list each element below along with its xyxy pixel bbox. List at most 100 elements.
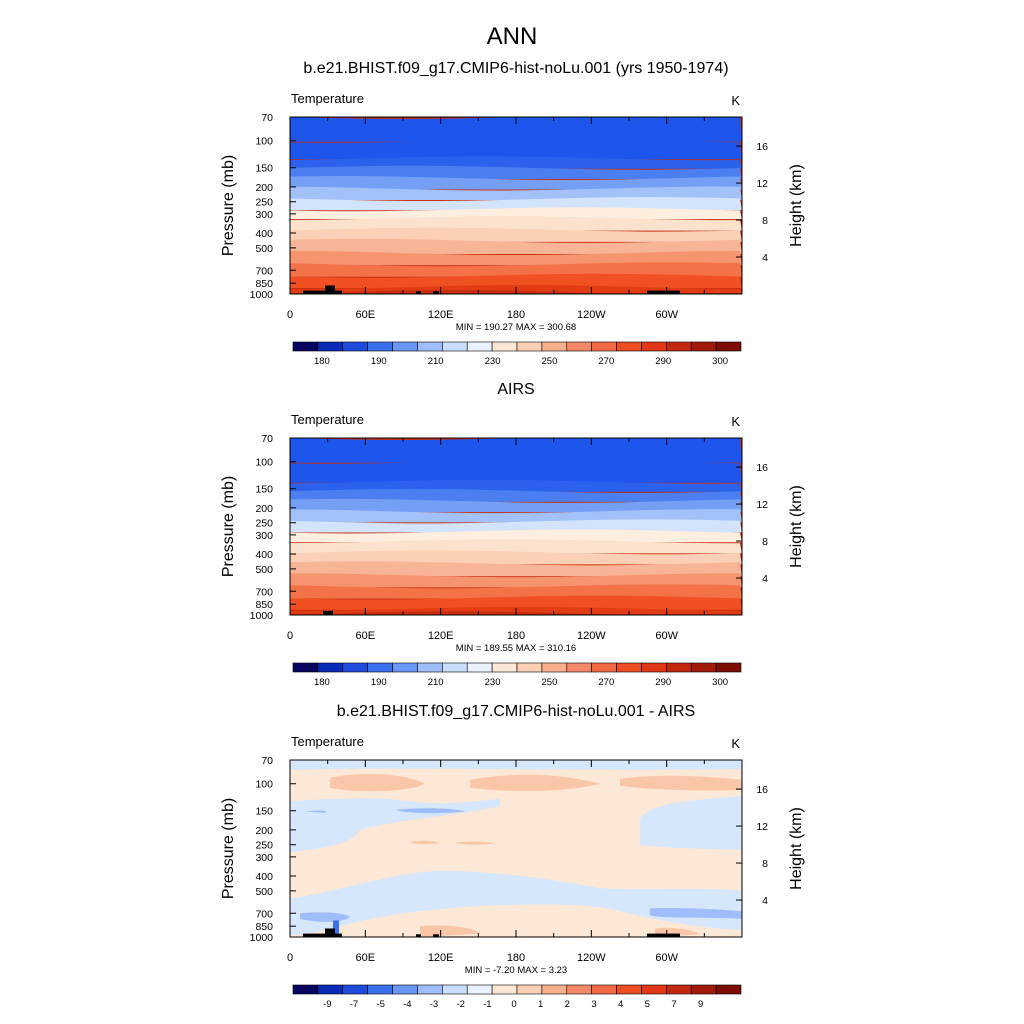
- colorbar-swatch: [367, 662, 393, 673]
- colorbar-swatch: [715, 341, 742, 352]
- pressure-tick-label: 300: [255, 852, 273, 864]
- terrain-block: [416, 291, 421, 294]
- main-title: ANN: [487, 23, 538, 50]
- pressure-tick-label: 70: [261, 433, 273, 445]
- units-label: K: [731, 414, 740, 429]
- colorbar-label: -4: [403, 999, 411, 1010]
- x-tick-label: 60W: [655, 952, 678, 964]
- y-axis-label-left: Pressure (mb): [220, 798, 237, 899]
- pressure-tick-label: 200: [255, 503, 273, 515]
- pressure-tick-label: 700: [255, 908, 273, 920]
- colorbar-label: -5: [376, 999, 384, 1010]
- colorbar-swatch: [491, 662, 518, 673]
- colorbar-swatch: [591, 662, 617, 673]
- colorbar-swatch: [317, 984, 344, 995]
- min-max-stats: MIN = -7.20 MAX = 3.23: [465, 965, 567, 976]
- contour-band: [290, 438, 742, 463]
- x-tick-label: 120W: [577, 630, 606, 642]
- pressure-tick-label: 100: [255, 457, 273, 469]
- contour-band: [290, 197, 742, 211]
- pressure-tick-label: 850: [255, 599, 273, 611]
- anomaly-patch: [470, 774, 600, 792]
- height-tick-label: 16: [756, 141, 768, 153]
- pressure-tick-label: 70: [261, 755, 273, 767]
- x-tick-label: 180: [507, 309, 525, 321]
- x-tick-label: 0: [287, 952, 293, 964]
- colorbar-swatch: [516, 341, 543, 352]
- contour-band: [290, 595, 742, 610]
- contour-band: [290, 227, 742, 242]
- height-tick-label: 8: [762, 858, 768, 870]
- colorbar-swatch: [392, 341, 418, 352]
- units-label: K: [731, 736, 740, 751]
- terrain-block: [647, 933, 680, 937]
- colorbar-label: 270: [598, 356, 614, 367]
- pressure-tick-label: 400: [255, 549, 273, 561]
- x-tick-label: 60W: [655, 309, 678, 321]
- y-axis-label-right: Height (km): [788, 807, 805, 890]
- colorbar-swatch: [442, 984, 468, 995]
- contour-band: [290, 262, 742, 277]
- x-tick-label: 180: [507, 630, 525, 642]
- terrain-block: [325, 285, 335, 294]
- contour-field: [290, 117, 742, 294]
- colorbar-label: 190: [371, 356, 387, 367]
- colorbar-label: 7: [671, 999, 676, 1010]
- colorbar: 180 190 210 230 250 270 290 300: [292, 341, 742, 367]
- pressure-tick-label: 150: [255, 163, 273, 175]
- colorbar-swatch: [417, 341, 443, 352]
- variable-label: Temperature: [291, 91, 364, 106]
- colorbar-label: 250: [542, 356, 558, 367]
- colorbar-label: -3: [430, 999, 438, 1010]
- topography: [303, 285, 680, 294]
- panel-title: b.e21.BHIST.f09_g17.CMIP6-hist-noLu.001 …: [303, 60, 728, 77]
- contour-band: [290, 529, 742, 543]
- height-tick-label: 12: [756, 499, 768, 511]
- colorbar-label: 230: [485, 356, 501, 367]
- contour-band: [290, 539, 742, 554]
- pressure-tick-label: 300: [255, 209, 273, 221]
- terrain-block: [433, 934, 439, 937]
- colorbar-label: -7: [350, 999, 358, 1010]
- variable-label: Temperature: [291, 734, 364, 749]
- pressure-tick-label: 100: [255, 136, 273, 148]
- terrain-block: [433, 291, 439, 294]
- colorbar-swatch: [317, 662, 344, 673]
- colorbar-swatch: [591, 984, 617, 995]
- y-axis-label-right: Height (km): [788, 485, 805, 568]
- contour-band: [290, 488, 742, 502]
- colorbar-swatch: [442, 341, 468, 352]
- contour-band: [290, 273, 742, 288]
- colorbar-swatch: [292, 341, 319, 352]
- colorbar-swatch: [566, 984, 592, 995]
- colorbar-swatch: [342, 984, 368, 995]
- colorbar-swatch: [666, 341, 692, 352]
- colorbar-swatch: [491, 984, 518, 995]
- anomaly-patch: [300, 912, 350, 922]
- topography: [303, 928, 680, 937]
- pressure-tick-label: 850: [255, 921, 273, 933]
- panel-3: b.e21.BHIST.f09_g17.CMIP6-hist-noLu.001 …: [220, 703, 805, 1010]
- colorbar-label: -2: [456, 999, 464, 1010]
- colorbar-swatch: [690, 341, 717, 352]
- anomaly-patch: [305, 810, 327, 813]
- colorbar-label: -1: [483, 999, 491, 1010]
- contour-band: [290, 550, 742, 565]
- colorbar-swatch: [641, 662, 667, 673]
- anomaly-patch: [410, 840, 440, 845]
- x-tick-label: 60E: [356, 952, 376, 964]
- pressure-tick-label: 100: [255, 779, 273, 791]
- colorbar-label: 0: [511, 999, 516, 1010]
- anomaly-patch: [650, 908, 742, 919]
- x-tick-label: 120E: [428, 952, 454, 964]
- anomaly-patch: [620, 775, 742, 791]
- height-tick-label: 12: [756, 821, 768, 833]
- colorbar-swatch: [690, 984, 717, 995]
- pressure-tick-label: 400: [255, 871, 273, 883]
- x-tick-label: 60W: [655, 630, 678, 642]
- contour-band: [290, 250, 742, 266]
- contour-band: [290, 509, 742, 523]
- colorbar-label: 230: [485, 677, 501, 688]
